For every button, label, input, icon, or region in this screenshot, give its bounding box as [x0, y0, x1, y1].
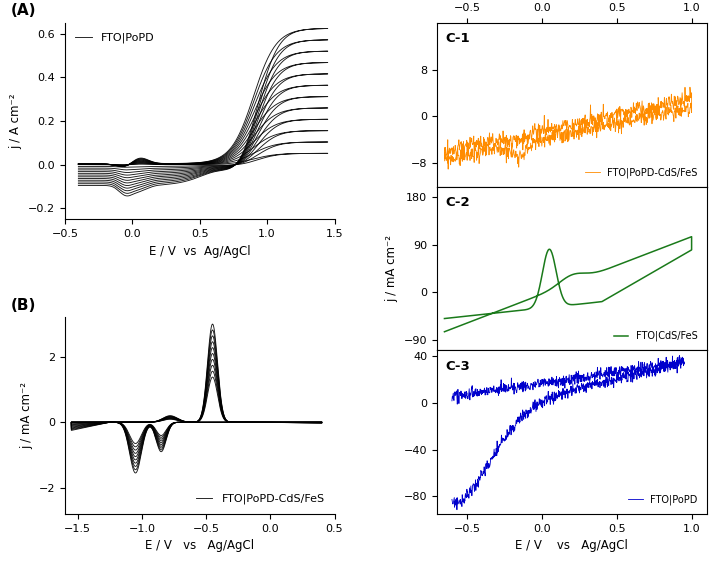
- Text: C-2: C-2: [445, 196, 469, 209]
- X-axis label: E / V   vs   Ag/AgCl: E / V vs Ag/AgCl: [145, 539, 255, 552]
- Legend: FTO|PoPD-CdS/FeS: FTO|PoPD-CdS/FeS: [581, 163, 702, 182]
- Legend: FTO|PoPD-CdS/FeS: FTO|PoPD-CdS/FeS: [191, 489, 329, 508]
- Text: (B): (B): [11, 297, 36, 312]
- Text: C-3: C-3: [445, 360, 470, 373]
- Y-axis label: j / mA cm⁻²: j / mA cm⁻²: [385, 235, 398, 302]
- Legend: FTO|CdS/FeS: FTO|CdS/FeS: [610, 327, 702, 345]
- Legend: FTO|PoPD: FTO|PoPD: [624, 490, 702, 509]
- Text: C-1: C-1: [445, 33, 469, 46]
- Text: (A): (A): [11, 3, 37, 18]
- Legend: FTO|PoPD: FTO|PoPD: [71, 29, 159, 48]
- Y-axis label: j / A cm⁻²: j / A cm⁻²: [9, 93, 22, 149]
- X-axis label: E / V    vs   Ag/AgCl: E / V vs Ag/AgCl: [516, 539, 628, 552]
- X-axis label: E / V  vs  Ag/AgCl: E / V vs Ag/AgCl: [149, 244, 250, 258]
- Y-axis label: j / mA cm⁻²: j / mA cm⁻²: [20, 382, 33, 449]
